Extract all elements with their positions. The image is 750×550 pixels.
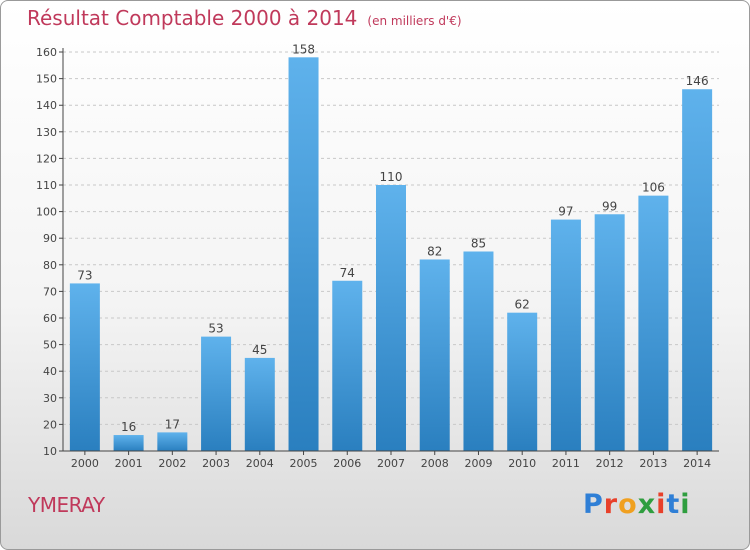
y-tick-label: 110 [36,179,57,192]
data-label-2005: 158 [292,42,315,56]
logo-letter: r [603,489,619,520]
y-tick-label: 10 [43,445,57,458]
data-label-2007: 110 [380,170,403,184]
data-label-2006: 74 [340,266,355,280]
y-tick-label: 70 [43,285,57,298]
logo-letter: P [583,489,604,520]
data-label-2010: 62 [515,298,530,312]
x-tick-label-2006: 2006 [333,457,361,470]
x-tick-label-2000: 2000 [71,457,99,470]
x-tick-label-2013: 2013 [639,457,667,470]
bar-2008 [419,259,450,451]
bar-2001 [113,435,144,451]
proxiti-logo: Proxiti [583,489,691,520]
bar-2004 [244,357,275,451]
logo-letter: t [666,489,681,520]
commune-name: YMERAY [28,493,105,517]
data-label-2009: 85 [471,237,486,251]
data-label-2008: 82 [427,244,442,258]
bar-2005 [288,57,319,451]
x-tick-label-2002: 2002 [158,457,186,470]
logo-letter: x [637,489,657,520]
y-tick-label: 60 [43,312,57,325]
x-tick-label-2003: 2003 [202,457,230,470]
y-tick-label: 160 [36,46,57,59]
data-label-2001: 16 [121,420,136,434]
y-tick-label: 40 [43,365,57,378]
data-label-2011: 97 [558,205,573,219]
y-tick-label: 150 [36,73,57,86]
bar-2007 [376,185,406,451]
data-label-2012: 99 [602,199,617,213]
y-tick-label: 130 [36,126,57,139]
x-tick-label-2009: 2009 [464,457,492,470]
data-label-2002: 17 [165,417,180,431]
x-tick-label-2010: 2010 [508,457,536,470]
data-label-2013: 106 [642,181,665,195]
y-tick-label: 120 [36,152,57,165]
bar-2002 [157,432,188,451]
logo-letter: o [618,489,638,520]
bar-2012 [594,214,625,451]
chart-title-text: Résultat Comptable 2000 à 2014 [27,6,358,30]
y-tick-label: 100 [36,206,57,219]
x-tick-label-2005: 2005 [290,457,318,470]
x-tick-label-2014: 2014 [683,457,711,470]
bar-2006 [332,280,363,451]
y-tick-label: 50 [43,339,57,352]
chart-title: Résultat Comptable 2000 à 2014 (en millie… [27,6,462,30]
logo-letter: i [656,489,667,520]
y-tick-label: 140 [36,99,57,112]
x-tick-label-2012: 2012 [596,457,624,470]
x-tick-label-2011: 2011 [552,457,580,470]
x-tick-label-2008: 2008 [421,457,449,470]
data-label-2000: 73 [77,268,92,282]
x-tick-label-2004: 2004 [246,457,274,470]
bar-2014 [682,89,713,452]
bar-2011 [550,219,581,451]
axes: 10 20 30 40 50 60 70 80 90 100 110 120 130 140 150 160 2… [36,46,719,470]
x-tick-label-2007: 2007 [377,457,405,470]
data-label-2003: 53 [208,322,223,336]
bar-2009 [463,251,494,451]
logo-letter: i [680,489,691,520]
data-label-2004: 45 [252,343,267,357]
y-tick-label: 80 [43,259,57,272]
bar-2000 [69,283,100,451]
bar-2010 [507,312,538,451]
chart-unit: (en milliers d'€) [367,14,462,28]
x-tick-label-2001: 2001 [115,457,143,470]
bar-2013 [638,195,669,451]
data-labels: 73 16 17 53 45 158 74 110 82 85 62 97 99 106 146 [77,42,708,434]
bars [69,57,713,452]
y-tick-label: 90 [43,232,57,245]
data-label-2014: 146 [686,74,709,88]
y-tick-label: 20 [43,418,57,431]
y-tick-label: 30 [43,392,57,405]
bar-2003 [201,336,232,451]
